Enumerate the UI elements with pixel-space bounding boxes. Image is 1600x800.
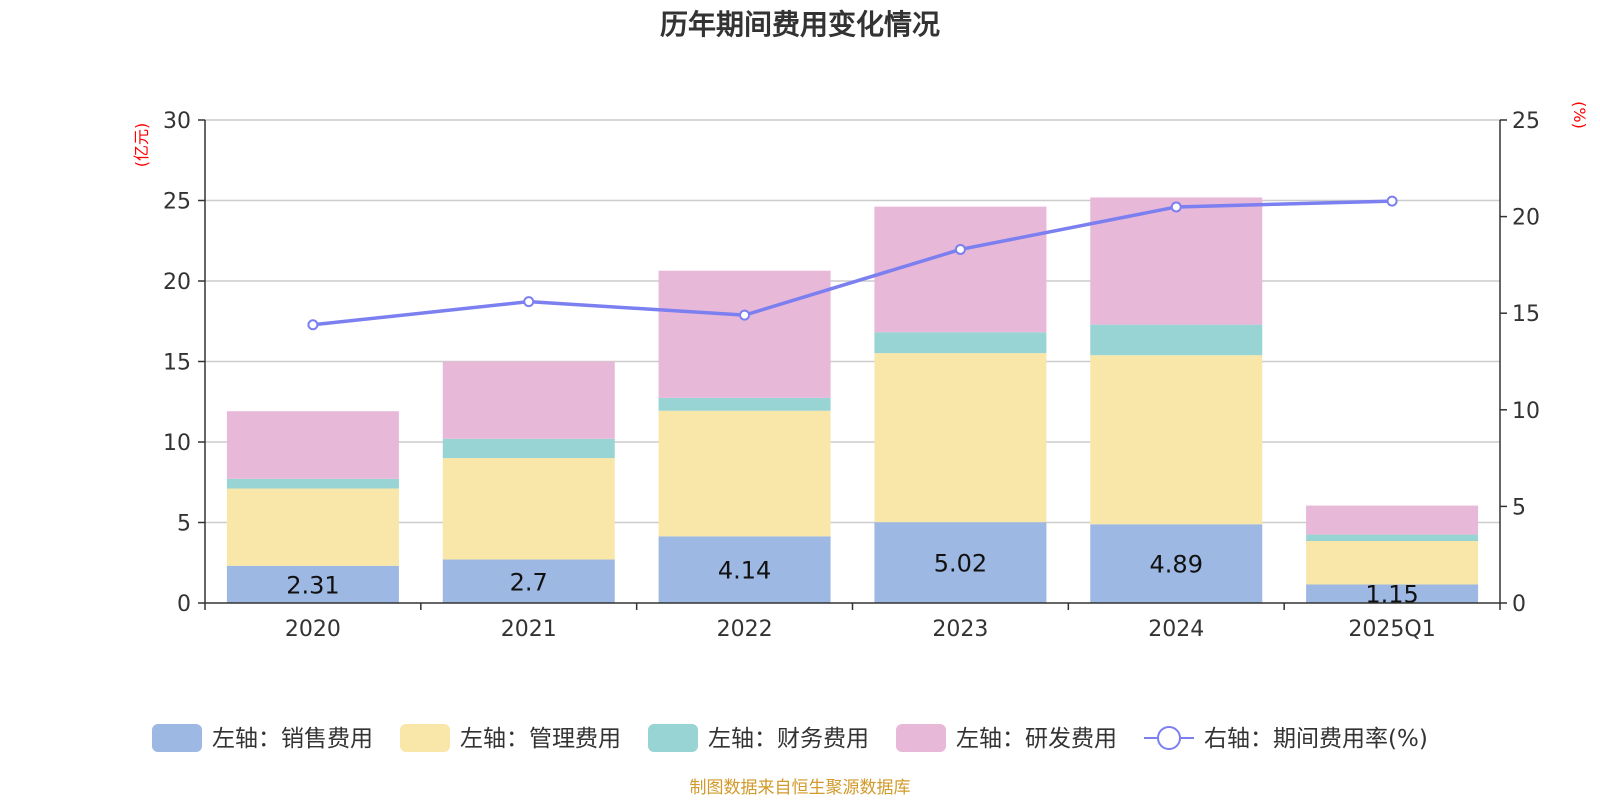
x-tick-label: 2022 [717,617,773,642]
bar-segment-s3-2020 [226,411,399,479]
x-tick-label: 2020 [285,617,341,642]
rate-point [739,309,751,321]
left-tick-label: 5 [177,512,191,537]
bar-segment-s3-2023 [874,206,1047,333]
legend-marker [1157,726,1181,750]
right-tick-label: 25 [1512,109,1540,134]
bar-segment-s0-2024 [1090,524,1263,603]
right-tick-label: 5 [1512,495,1526,520]
rate-point [1170,201,1182,213]
bar-segment-s0-2022 [658,536,831,603]
legend-swatch [648,724,698,752]
bar-segment-s1-2021 [442,458,615,560]
axes: 0 5 10 15 20 25 30 0 5 10 15 20 25 2020 2021 2022 2023 20… [163,109,1540,642]
legend: 左轴：销售费用 左轴：管理费用 左轴：财务费用 左轴：研发费用 右轴：期间费用率(%) [152,724,1428,752]
rate-line [307,195,1398,331]
right-tick-label: 10 [1512,399,1540,424]
left-tick-label: 10 [163,431,191,456]
left-tick-label: 0 [177,592,191,617]
bar-segment-s2-2023 [874,332,1047,354]
left-tick-label: 15 [163,351,191,376]
rate-point [523,296,535,308]
bar-segment-s2-2020 [226,478,399,489]
bar-segment-s1-2024 [1090,355,1263,525]
right-tick-label: 15 [1512,302,1540,327]
x-tick-label: 2021 [501,617,557,642]
bar-segment-s0-2023 [874,522,1047,603]
right-tick-label: 20 [1512,206,1540,231]
bar-segment-s1-2020 [226,488,399,566]
legend-label: 左轴：销售费用 [212,726,373,752]
left-tick-label: 25 [163,190,191,215]
bar-segment-s2-2022 [658,397,831,411]
grid-lines [205,119,1500,524]
bar-value-label: 2.31 [286,571,339,599]
bar-segment-s1-2023 [874,353,1047,523]
bar-segment-s3-2022 [658,270,831,398]
rate-point [954,243,966,255]
bar-value-label: 1.15 [1365,581,1418,609]
left-axis-unit: (亿元) [132,123,151,168]
bar-segment-s0-2025Q1 [1306,584,1479,603]
legend-swatch [896,724,946,752]
chart-title: 历年期间费用变化情况 [660,8,940,41]
left-tick-label: 20 [163,270,191,295]
bar-segment-s0-2020 [226,565,399,603]
legend-swatch [152,724,202,752]
bar-segment-s2-2025Q1 [1306,534,1479,542]
bar-segment-s0-2021 [442,559,615,603]
bar-segment-s1-2025Q1 [1306,541,1479,585]
data-source: 制图数据来自恒生聚源数据库 [690,778,911,798]
bar-segment-s2-2021 [442,438,615,459]
bar-value-label: 2.7 [510,568,548,596]
bar-segment-s3-2025Q1 [1306,505,1479,535]
rate-point [1386,195,1398,207]
bar-segment-s3-2021 [442,361,615,439]
right-tick-label: 0 [1512,592,1526,617]
rate-line-path [312,199,1393,327]
left-tick-label: 30 [163,109,191,134]
bar-series: 2.31 2.7 4.14 5.02 4.89 1.15 [226,197,1479,609]
bar-value-label: 5.02 [934,550,987,578]
legend-label: 左轴：研发费用 [956,726,1117,752]
x-tick-label: 2024 [1148,617,1204,642]
bar-value-label: 4.14 [718,557,771,585]
right-axis-unit: (%) [1570,101,1589,129]
bar-segment-s2-2024 [1090,324,1263,356]
legend-label: 左轴：财务费用 [708,726,869,752]
x-tick-label: 2025Q1 [1348,617,1435,642]
legend-swatch [400,724,450,752]
bar-segment-s1-2022 [658,410,831,537]
legend-label: 左轴：管理费用 [460,726,621,752]
bar-value-label: 4.89 [1150,551,1203,579]
rate-point [307,319,319,331]
legend-label: 右轴：期间费用率(%) [1204,726,1428,752]
bar-segment-s3-2024 [1090,197,1263,325]
x-tick-label: 2023 [932,617,988,642]
